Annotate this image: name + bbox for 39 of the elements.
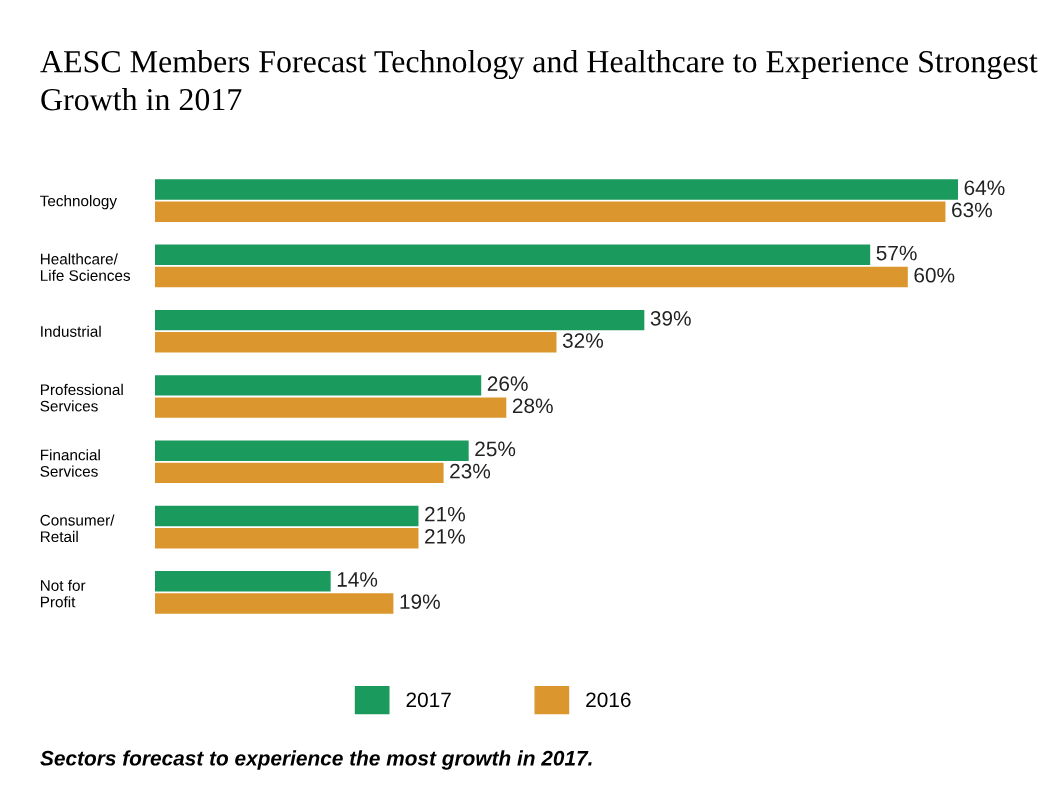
legend-label: 2017 (406, 692, 451, 708)
bar (155, 571, 331, 592)
y-tick-label: Financial Services (40, 449, 100, 477)
data-label: 32% (562, 333, 604, 348)
bar (155, 266, 908, 288)
y-tick-label: Consumer/ Retail (40, 514, 115, 543)
bar (155, 375, 482, 396)
bar (155, 505, 419, 527)
data-label: 63% (952, 202, 992, 218)
data-label: 19% (400, 594, 440, 610)
y-tick-label: Professional Services (40, 383, 123, 412)
bar (155, 440, 469, 461)
bar (155, 309, 645, 331)
y-tick-label: Industrial (41, 325, 101, 337)
bar (155, 397, 507, 418)
data-label: 39% (650, 310, 691, 326)
chart-title: AESC Members Forecast Technology and Healthcare to Experience Strongest Growth in 2017 (40, 50, 1038, 111)
data-label: 14% (337, 572, 378, 587)
bar (155, 179, 958, 200)
bar (155, 244, 871, 266)
y-tick-label: Not for Profit (40, 579, 86, 608)
bar (155, 332, 557, 353)
y-tick-label: Technology (40, 195, 117, 210)
data-label: 21% (425, 529, 465, 544)
legend-label: 2016 (586, 692, 631, 708)
bar (155, 462, 444, 484)
data-label: 64% (964, 180, 1005, 196)
data-label: 28% (512, 398, 553, 414)
data-label: 23% (450, 463, 491, 479)
data-label: 26% (487, 376, 528, 391)
y-tick-label: Healthcare/ Life Sciences (40, 253, 131, 281)
bar (155, 527, 419, 549)
data-label: 25% (475, 441, 516, 457)
data-label: 60% (914, 267, 955, 283)
data-label: 57% (876, 245, 917, 261)
bar (155, 593, 394, 614)
bar (155, 201, 946, 222)
data-label: 21% (425, 506, 465, 522)
text: Sectors forecast to experience the most growth in 2017. (40, 750, 592, 770)
